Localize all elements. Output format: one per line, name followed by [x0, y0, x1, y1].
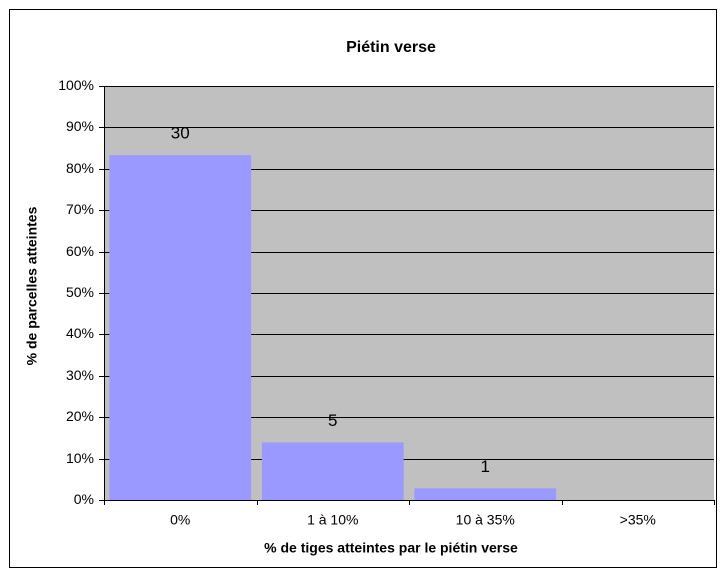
y-tick-label: 70% — [66, 201, 94, 217]
y-tick-label: 100% — [58, 77, 94, 93]
bar — [261, 442, 404, 500]
y-tick-label: 20% — [66, 408, 94, 424]
x-axis-label: % de tiges atteintes par le piétin verse — [264, 540, 518, 556]
bar — [414, 488, 557, 500]
y-tick-label: 30% — [66, 367, 94, 383]
x-tick-label: 0% — [170, 512, 190, 528]
x-tick-label: 1 à 10% — [307, 512, 358, 528]
y-tick-label: 10% — [66, 450, 94, 466]
y-tick-label: 80% — [66, 160, 94, 176]
y-tick-label: 50% — [66, 284, 94, 300]
data-label: 1 — [481, 457, 490, 476]
chart-title: Piétin verse — [346, 39, 436, 56]
data-label: 30 — [171, 124, 190, 143]
y-axis-label: % de parcelles atteintes — [24, 206, 40, 365]
bar — [109, 155, 252, 500]
data-label: 5 — [328, 411, 337, 430]
y-tick-label: 90% — [66, 118, 94, 134]
y-tick-label: 40% — [66, 325, 94, 341]
y-tick-label: 60% — [66, 243, 94, 259]
x-tick-label: >35% — [620, 512, 656, 528]
x-tick-label: 10 à 35% — [456, 512, 515, 528]
y-tick-label: 0% — [74, 491, 94, 507]
